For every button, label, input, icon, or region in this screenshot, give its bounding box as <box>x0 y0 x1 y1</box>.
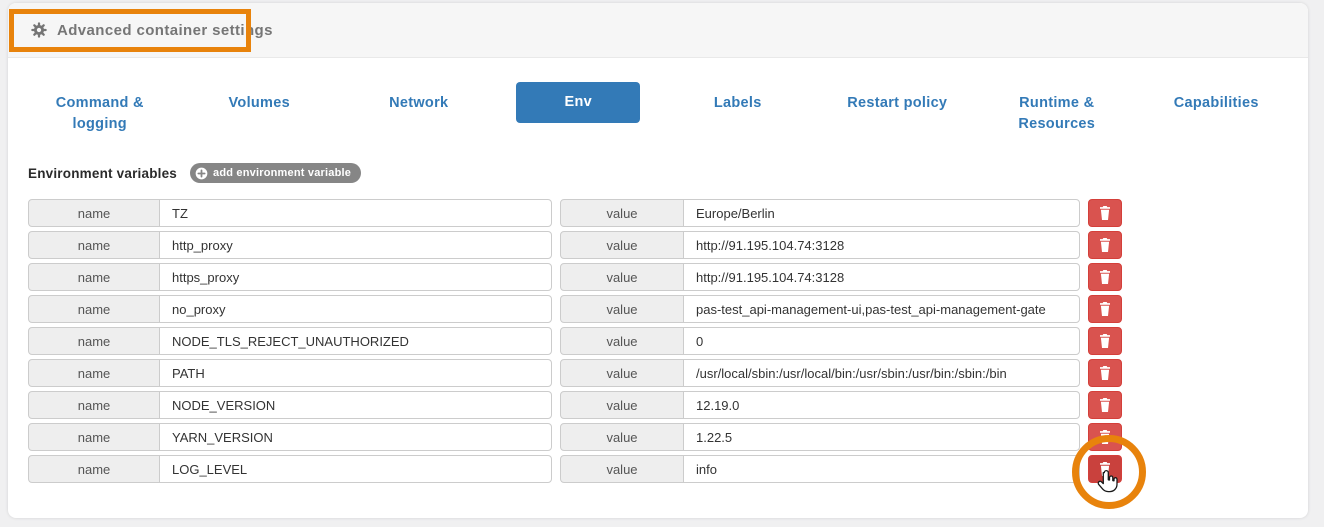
env-value-input[interactable] <box>683 327 1080 355</box>
delete-env-var-button[interactable] <box>1088 455 1122 483</box>
trash-icon <box>1099 430 1111 444</box>
trash-icon <box>1099 334 1111 348</box>
delete-env-var-button[interactable] <box>1088 391 1122 419</box>
value-addon-label: value <box>560 327 684 355</box>
tab-label: Env <box>516 82 641 124</box>
value-addon-label: value <box>560 423 684 451</box>
env-value-input[interactable] <box>683 199 1080 227</box>
env-var-row: name value <box>28 263 1122 291</box>
tab-label: Restart policy <box>847 95 948 111</box>
trash-icon <box>1099 206 1111 220</box>
name-addon-label: name <box>28 455 160 483</box>
env-var-row: name value <box>28 231 1122 259</box>
tab-label: Network <box>389 95 449 111</box>
value-addon-label: value <box>560 263 684 291</box>
trash-icon <box>1099 270 1111 284</box>
tab-capabilities[interactable]: Capabilities <box>1137 79 1297 135</box>
env-name-input[interactable] <box>159 263 552 291</box>
tab-label: Volumes <box>228 95 290 111</box>
panel-header: Advanced container settings <box>8 3 1308 58</box>
name-addon-label: name <box>28 199 160 227</box>
tab-label: Labels <box>713 95 762 111</box>
name-addon-label: name <box>28 263 160 291</box>
env-var-list: name value name value name value <box>28 199 1122 487</box>
env-value-input[interactable] <box>683 359 1080 387</box>
env-name-input[interactable] <box>159 295 552 323</box>
env-var-row: name value <box>28 423 1122 451</box>
gear-icon <box>31 22 47 38</box>
delete-env-var-button[interactable] <box>1088 327 1122 355</box>
tab-env[interactable]: Env <box>499 79 659 135</box>
value-addon-label: value <box>560 455 684 483</box>
name-addon-label: name <box>28 295 160 323</box>
tab-labels[interactable]: Labels <box>658 79 818 135</box>
trash-icon <box>1099 238 1111 252</box>
add-env-var-label: add environment variable <box>213 167 352 179</box>
env-value-input[interactable] <box>683 263 1080 291</box>
tab-label: Capabilities <box>1173 95 1259 111</box>
tab-label: Command & logging <box>55 95 144 133</box>
delete-env-var-button[interactable] <box>1088 359 1122 387</box>
env-var-row: name value <box>28 359 1122 387</box>
env-var-row: name value <box>28 295 1122 323</box>
env-value-input[interactable] <box>683 391 1080 419</box>
env-value-input[interactable] <box>683 231 1080 259</box>
env-value-input[interactable] <box>683 295 1080 323</box>
value-addon-label: value <box>560 231 684 259</box>
env-section-header: Environment variables add environment va… <box>28 163 362 183</box>
tab-command-logging[interactable]: Command & logging <box>20 79 180 135</box>
delete-env-var-button[interactable] <box>1088 263 1122 291</box>
env-name-input[interactable] <box>159 231 552 259</box>
tab-volumes[interactable]: Volumes <box>180 79 340 135</box>
env-var-row: name value <box>28 327 1122 355</box>
value-addon-label: value <box>560 391 684 419</box>
env-name-input[interactable] <box>159 359 552 387</box>
value-addon-label: value <box>560 359 684 387</box>
add-env-var-button[interactable]: add environment variable <box>190 163 362 183</box>
name-addon-label: name <box>28 231 160 259</box>
tab-bar: Command & logging Volumes Network Env La… <box>20 79 1296 135</box>
trash-icon <box>1099 462 1111 476</box>
trash-icon <box>1099 398 1111 412</box>
delete-env-var-button[interactable] <box>1088 423 1122 451</box>
value-addon-label: value <box>560 199 684 227</box>
env-name-input[interactable] <box>159 423 552 451</box>
delete-env-var-button[interactable] <box>1088 199 1122 227</box>
env-name-input[interactable] <box>159 455 552 483</box>
name-addon-label: name <box>28 391 160 419</box>
env-value-input[interactable] <box>683 455 1080 483</box>
delete-env-var-button[interactable] <box>1088 295 1122 323</box>
value-addon-label: value <box>560 295 684 323</box>
tab-restart-policy[interactable]: Restart policy <box>818 79 978 135</box>
plus-circle-icon <box>195 167 208 180</box>
env-var-row: name value <box>28 391 1122 419</box>
name-addon-label: name <box>28 423 160 451</box>
env-value-input[interactable] <box>683 423 1080 451</box>
trash-icon <box>1099 366 1111 380</box>
advanced-container-settings-panel: Advanced container settings Command & lo… <box>8 3 1308 518</box>
delete-env-var-button[interactable] <box>1088 231 1122 259</box>
env-name-input[interactable] <box>159 199 552 227</box>
panel-title: Advanced container settings <box>57 21 273 39</box>
env-var-row: name value <box>28 199 1122 227</box>
env-var-row: name value <box>28 455 1122 483</box>
name-addon-label: name <box>28 359 160 387</box>
tab-runtime-resources[interactable]: Runtime & Resources <box>977 79 1137 135</box>
tab-network[interactable]: Network <box>339 79 499 135</box>
env-name-input[interactable] <box>159 391 552 419</box>
name-addon-label: name <box>28 327 160 355</box>
trash-icon <box>1099 302 1111 316</box>
tab-label: Runtime & Resources <box>1018 95 1096 133</box>
env-name-input[interactable] <box>159 327 552 355</box>
env-section-title: Environment variables <box>28 165 178 181</box>
